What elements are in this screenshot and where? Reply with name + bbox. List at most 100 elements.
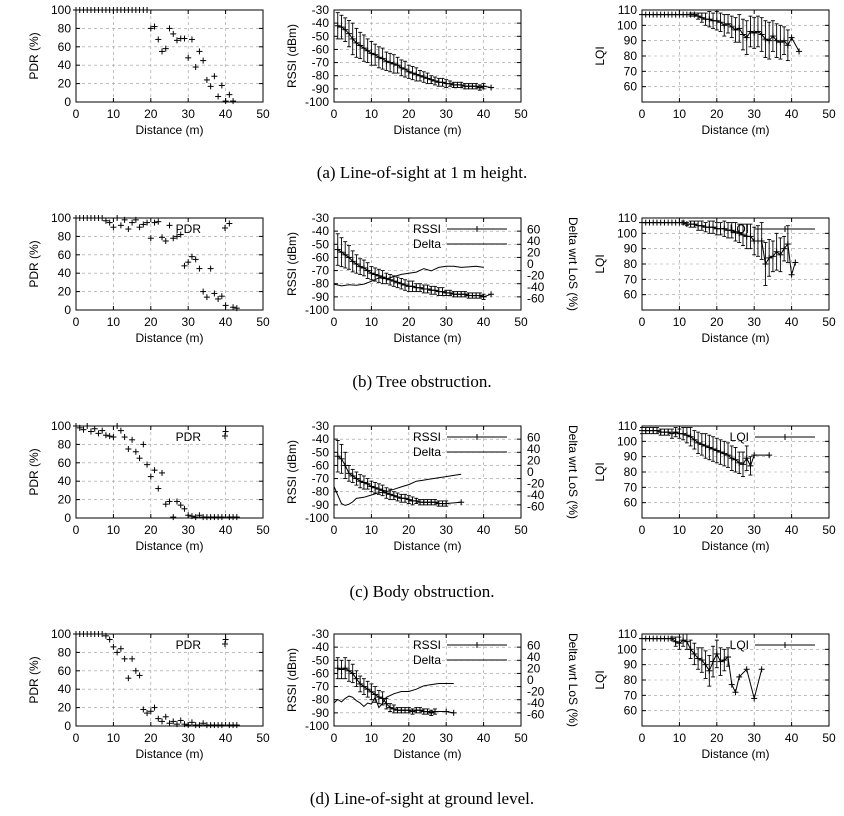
x-tick-label: 50 bbox=[256, 315, 270, 329]
panel-d-2: 0 10 20 30 40 50-30-40-50-60-70-80-90-100Dist… bbox=[285, 627, 580, 761]
x-axis-label: Distance (m) bbox=[393, 331, 461, 345]
data-point bbox=[725, 222, 732, 239]
data-point bbox=[218, 293, 225, 300]
x-tick-label: 20 bbox=[402, 523, 416, 537]
panel-a-2: 0 10 20 30 40 50 -30-40-50-60-70-80-90-100 Dist… bbox=[285, 3, 528, 137]
y-axis-label: PDR (%) bbox=[27, 240, 41, 287]
data-point bbox=[721, 220, 728, 237]
y-axis-label: LQI bbox=[593, 670, 607, 689]
data-point bbox=[117, 645, 124, 652]
y-axis-label: RSSI (dBm) bbox=[285, 440, 299, 504]
data-point bbox=[114, 423, 121, 429]
data-point bbox=[76, 424, 83, 431]
y-tick-label: 60 bbox=[624, 80, 638, 94]
y-tick-label: 0 bbox=[64, 719, 71, 733]
data-point bbox=[132, 216, 139, 223]
x-tick-label: 30 bbox=[748, 731, 762, 745]
data-point bbox=[713, 11, 720, 31]
x-tick-label: 10 bbox=[107, 107, 121, 121]
data-point bbox=[162, 45, 169, 52]
x-tick-label: 10 bbox=[673, 315, 687, 329]
data-point bbox=[672, 636, 679, 647]
data-point bbox=[203, 294, 210, 301]
caption-b: (b) Tree obstruction. bbox=[352, 372, 491, 391]
y-tick-label: 70 bbox=[624, 64, 638, 78]
data-point bbox=[159, 48, 166, 55]
data-point bbox=[743, 445, 750, 471]
data-point bbox=[368, 480, 375, 493]
data-point bbox=[357, 258, 364, 275]
data-point bbox=[721, 440, 728, 467]
data-point bbox=[349, 468, 356, 483]
data-point bbox=[476, 292, 483, 299]
data-point bbox=[469, 83, 476, 90]
x-tick-label: 30 bbox=[182, 315, 196, 329]
x-tick-label: 0 bbox=[73, 523, 80, 537]
x-tick-label: 50 bbox=[822, 523, 836, 537]
y-tick-label: 20 bbox=[58, 77, 72, 91]
x-tick-label: 10 bbox=[673, 107, 687, 121]
data-point bbox=[706, 11, 713, 28]
data-point bbox=[338, 659, 345, 680]
data-point bbox=[461, 83, 468, 90]
data-point bbox=[725, 442, 732, 468]
data-point bbox=[788, 34, 795, 41]
data-point bbox=[147, 708, 154, 715]
data-point bbox=[405, 707, 412, 714]
data-point bbox=[747, 15, 754, 48]
panel-b-2: 0 10 20 30 40 50-30-40-50-60-70-80-90-100Dist… bbox=[285, 211, 580, 345]
legend-label: PDR bbox=[176, 638, 202, 652]
data-point bbox=[181, 35, 188, 42]
x-tick-label: 50 bbox=[822, 107, 836, 121]
data-point bbox=[409, 708, 416, 715]
legend-label-delta: Delta bbox=[413, 653, 441, 667]
y-axis-label: LQI bbox=[593, 254, 607, 273]
y-axis-label: LQI bbox=[593, 46, 607, 65]
panel-a-1: 0 10 20 30 40 50 0 20 40 60 80 100 Distance (m) PDR (… bbox=[27, 3, 270, 137]
x-tick-label: 20 bbox=[710, 731, 724, 745]
y-tick-label: 80 bbox=[624, 465, 638, 479]
x-axis-label: Distance (m) bbox=[701, 331, 769, 345]
series-pdr bbox=[73, 423, 240, 521]
data-point bbox=[144, 710, 151, 717]
data-point bbox=[458, 81, 465, 88]
y-tick-label: 40 bbox=[58, 474, 72, 488]
data-point bbox=[114, 215, 121, 221]
data-point bbox=[162, 238, 169, 244]
y2-axis-label: Delta wrt LoS (%) bbox=[566, 425, 580, 519]
data-point bbox=[334, 657, 341, 680]
series-data bbox=[334, 12, 495, 91]
data-point bbox=[106, 219, 113, 226]
data-point bbox=[159, 718, 166, 725]
data-point bbox=[200, 720, 207, 727]
y2-tick-label: -60 bbox=[527, 500, 545, 514]
data-point bbox=[338, 443, 345, 474]
data-point bbox=[450, 81, 457, 88]
data-point bbox=[181, 505, 188, 512]
x-tick-label: 30 bbox=[182, 107, 196, 121]
data-point bbox=[106, 636, 113, 643]
data-point bbox=[695, 647, 702, 670]
data-point bbox=[695, 12, 702, 20]
x-tick-label: 50 bbox=[514, 107, 528, 121]
data-point bbox=[413, 707, 420, 714]
data-point bbox=[364, 38, 371, 64]
y-tick-label: 60 bbox=[624, 704, 638, 718]
y2-tick-label: 0 bbox=[527, 257, 534, 271]
y-tick-label: -30 bbox=[312, 419, 330, 433]
data-point bbox=[162, 713, 169, 720]
data-point bbox=[788, 271, 795, 278]
y2-tick-label: -40 bbox=[527, 696, 545, 710]
x-tick-label: 0 bbox=[331, 315, 338, 329]
data-point bbox=[728, 681, 735, 688]
data-point bbox=[777, 237, 784, 273]
series-rssi bbox=[334, 233, 495, 300]
x-tick-label: 0 bbox=[639, 523, 646, 537]
data-point bbox=[196, 512, 203, 519]
data-point bbox=[743, 666, 750, 673]
data-point bbox=[394, 56, 401, 74]
